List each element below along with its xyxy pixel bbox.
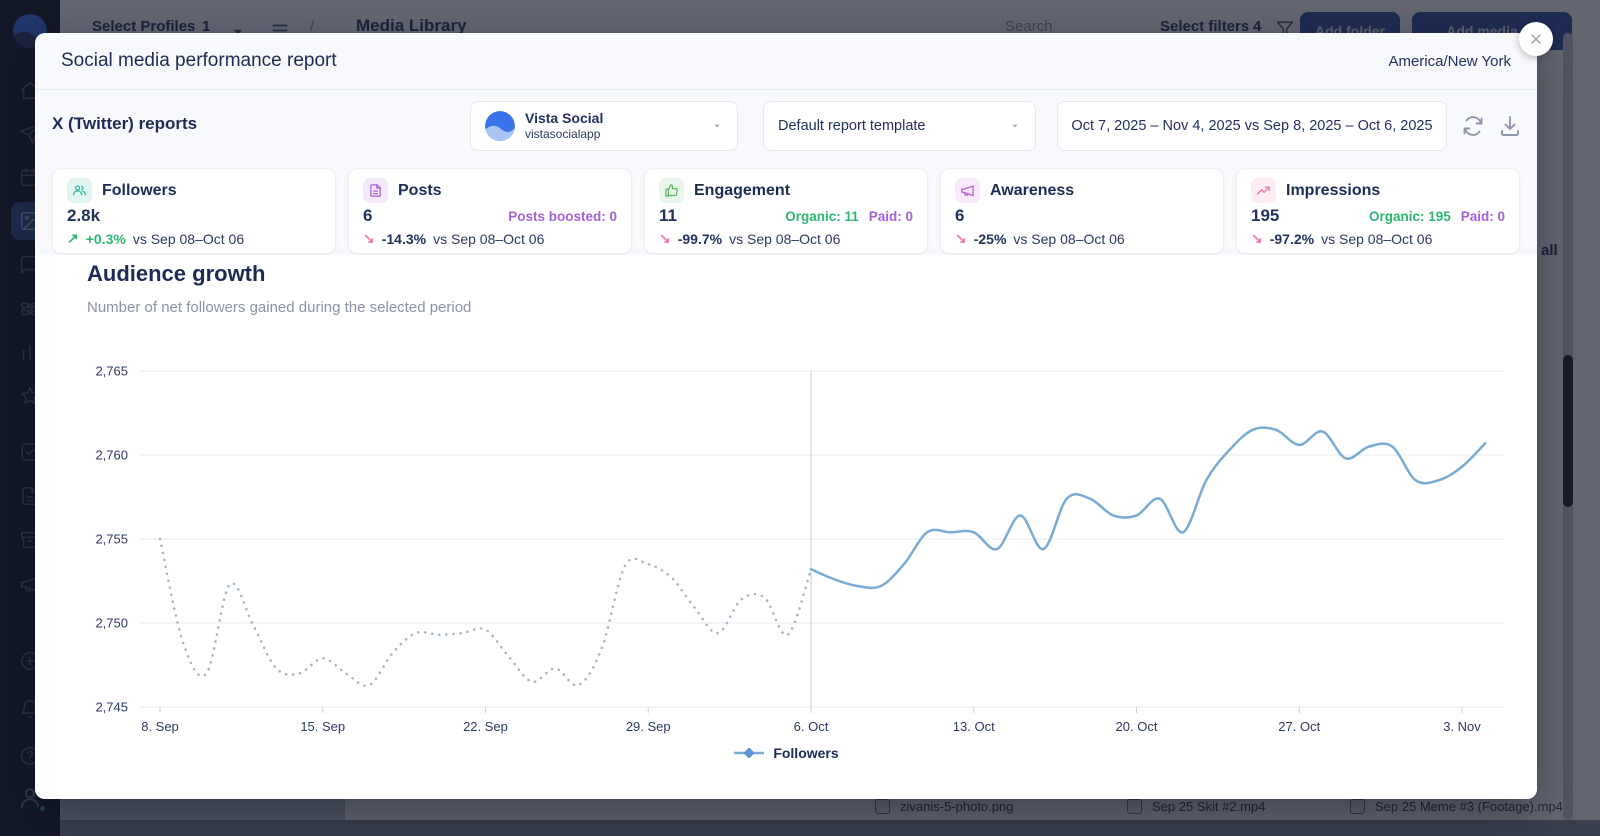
metric-cards-row: Followers 2.8k ↗ +0.3% vs Sep 08–Oct 06 Posts… xyxy=(52,168,1520,254)
svg-text:15. Sep: 15. Sep xyxy=(300,719,345,734)
metric-compare-label: vs Sep 08–Oct 06 xyxy=(433,230,545,247)
users-icon xyxy=(67,178,92,203)
timezone-label: America/New York xyxy=(1388,52,1511,70)
metric-compare-label: vs Sep 08–Oct 06 xyxy=(1321,230,1433,247)
profile-avatar xyxy=(485,111,515,141)
trend-up-arrow-icon: ↗ xyxy=(67,230,79,246)
template-selector-value: Default report template xyxy=(778,118,926,134)
metric-compare-label: vs Sep 08–Oct 06 xyxy=(132,230,245,247)
svg-text:3. Nov: 3. Nov xyxy=(1443,719,1481,734)
metric-value: 6 xyxy=(955,206,965,225)
modal-title: Social media performance report xyxy=(61,50,337,71)
metric-delta: -97.2% xyxy=(1269,230,1315,247)
metric-extra-label: Posts boosted: 0 xyxy=(508,209,617,224)
report-body: Audience growth Number of net followers … xyxy=(35,255,1537,799)
bullhorn-icon xyxy=(955,178,980,203)
svg-text:20. Oct: 20. Oct xyxy=(1116,719,1158,734)
close-icon[interactable] xyxy=(1519,22,1553,56)
svg-text:22. Sep: 22. Sep xyxy=(463,719,508,734)
performance-report-modal: Social media performance report America/… xyxy=(35,22,1553,799)
metric-value: 6 xyxy=(363,206,373,225)
trend-down-arrow-icon: ↘ xyxy=(363,230,375,246)
reports-heading: X (Twitter) reports xyxy=(52,114,198,133)
svg-text:2,755: 2,755 xyxy=(95,532,128,547)
metric-extra-label: Paid: 0 xyxy=(868,209,913,224)
metric-compare-label: vs Sep 08–Oct 06 xyxy=(1013,230,1125,247)
metric-card-engagement: Engagement 11 Organic: 11 Paid: 0 ↘ -99.7% vs … xyxy=(644,168,928,254)
chevron-down-icon xyxy=(711,120,723,132)
svg-text:29. Sep: 29. Sep xyxy=(626,719,671,734)
metric-title: Posts xyxy=(398,181,442,199)
svg-text:2,750: 2,750 xyxy=(95,616,128,631)
svg-text:6. Oct: 6. Oct xyxy=(794,719,829,734)
metric-delta: -14.3% xyxy=(381,230,427,247)
metric-extra-label: Organic: 195 xyxy=(1368,209,1451,224)
file-text-icon xyxy=(363,178,388,203)
refresh-icon[interactable] xyxy=(1461,114,1485,138)
metric-title: Followers xyxy=(102,181,177,199)
metric-delta: -99.7% xyxy=(677,230,723,247)
metric-card-impressions: Impressions 195 Organic: 195 Paid: 0 ↘ -97.2%… xyxy=(1236,168,1520,254)
profile-selector[interactable]: Vista Social vistasocialapp xyxy=(470,101,738,151)
metric-value: 2.8k xyxy=(67,206,101,225)
metric-delta: -25% xyxy=(973,230,1007,247)
date-range-picker[interactable]: Oct 7, 2025 – Nov 4, 2025 vs Sep 8, 2025… xyxy=(1057,101,1447,151)
legend-marker-icon xyxy=(734,747,765,759)
metric-compare-label: vs Sep 08–Oct 06 xyxy=(729,230,841,247)
metric-card-awareness: Awareness 6 ↘ -25% vs Sep 08–Oct 06 xyxy=(940,168,1224,254)
profile-handle: vistasocialapp xyxy=(525,127,601,142)
svg-text:27. Oct: 27. Oct xyxy=(1278,719,1320,734)
report-controls: X (Twitter) reports Vista Social vistaso… xyxy=(35,101,1537,151)
metric-value: 11 xyxy=(659,206,677,225)
series-current-line xyxy=(809,426,1487,590)
audience-growth-chart[interactable]: 2,745 2,750 2,755 2,760 2,765 8. Sep 15. Sep 22… xyxy=(35,353,1537,749)
metric-title: Impressions xyxy=(1286,181,1381,199)
metric-title: Awareness xyxy=(990,181,1075,199)
trend-down-arrow-icon: ↘ xyxy=(1251,230,1263,246)
report-template-selector[interactable]: Default report template xyxy=(763,101,1036,151)
metric-extra-label: Organic: 11 xyxy=(785,209,859,224)
svg-text:13. Oct: 13. Oct xyxy=(953,719,995,734)
trend-down-arrow-icon: ↘ xyxy=(659,230,671,246)
svg-text:2,760: 2,760 xyxy=(95,448,128,463)
svg-text:2,765: 2,765 xyxy=(95,364,128,379)
series-comparison-line xyxy=(158,537,813,688)
metric-delta: +0.3% xyxy=(85,230,126,247)
metric-card-posts: Posts 6 Posts boosted: 0 ↘ -14.3% vs Sep 08–O… xyxy=(348,168,632,254)
metric-value: 195 xyxy=(1251,206,1280,225)
modal-header: Social media performance report America/… xyxy=(35,33,1537,90)
download-icon[interactable] xyxy=(1498,114,1522,138)
thumbs-up-icon xyxy=(659,178,684,203)
metric-card-followers: Followers 2.8k ↗ +0.3% vs Sep 08–Oct 06 xyxy=(52,168,336,254)
svg-text:2,745: 2,745 xyxy=(95,700,128,715)
trend-down-arrow-icon: ↘ xyxy=(955,230,967,246)
legend-label: Followers xyxy=(773,745,839,761)
trend-icon xyxy=(1251,178,1276,203)
chevron-down-icon xyxy=(1009,120,1021,132)
section-subtitle: Number of net followers gained during th… xyxy=(87,299,472,316)
metric-title: Engagement xyxy=(694,181,791,199)
chart-legend[interactable]: Followers xyxy=(35,745,1537,761)
profile-name: Vista Social xyxy=(525,109,604,126)
svg-text:8. Sep: 8. Sep xyxy=(141,719,179,734)
metric-extra-label: Paid: 0 xyxy=(1460,209,1505,224)
section-title: Audience growth xyxy=(87,261,266,286)
date-range-value: Oct 7, 2025 – Nov 4, 2025 vs Sep 8, 2025… xyxy=(1071,118,1433,134)
